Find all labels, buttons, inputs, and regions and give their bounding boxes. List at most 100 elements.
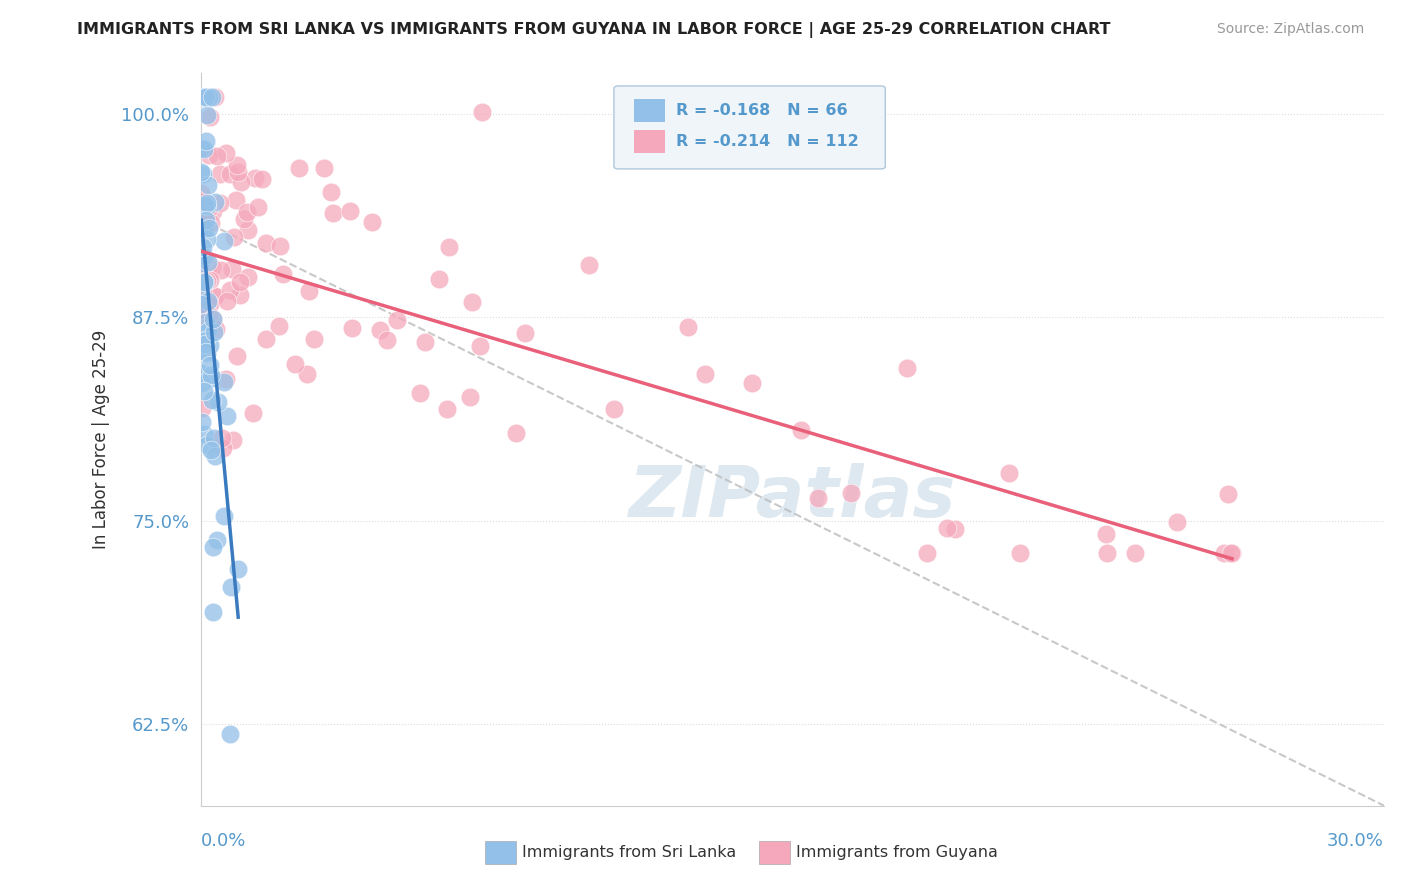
- Point: [269, 318, 291, 333]
- Point: [191, 285, 214, 299]
- Text: IMMIGRANTS FROM SRI LANKA VS IMMIGRANTS FROM GUYANA IN LABOR FORCE | AGE 25-29 C: IMMIGRANTS FROM SRI LANKA VS IMMIGRANTS …: [77, 22, 1111, 38]
- Point: [201, 260, 224, 274]
- Point: [1220, 546, 1243, 560]
- Point: [198, 148, 221, 162]
- Point: [295, 368, 318, 382]
- Point: [190, 297, 212, 311]
- Point: [997, 467, 1019, 481]
- Point: [190, 141, 212, 155]
- Point: [790, 424, 813, 438]
- Point: [197, 293, 219, 308]
- Point: [198, 273, 221, 287]
- Text: Immigrants from Guyana: Immigrants from Guyana: [796, 845, 998, 860]
- Point: [191, 90, 214, 104]
- Point: [212, 441, 235, 455]
- Point: [375, 333, 398, 347]
- Point: [191, 401, 214, 415]
- Point: [198, 308, 221, 322]
- Point: [229, 288, 252, 302]
- Point: [197, 260, 219, 274]
- Point: [193, 249, 215, 263]
- Point: [236, 204, 259, 219]
- Point: [225, 349, 247, 363]
- Text: Immigrants from Sri Lanka: Immigrants from Sri Lanka: [522, 845, 735, 860]
- Point: [226, 562, 249, 576]
- Point: [1212, 546, 1234, 560]
- Point: [427, 271, 450, 285]
- Point: [513, 326, 536, 341]
- Point: [195, 315, 218, 329]
- Text: R = -0.214   N = 112: R = -0.214 N = 112: [676, 134, 859, 149]
- Point: [915, 546, 938, 560]
- Point: [319, 185, 342, 199]
- Point: [195, 275, 218, 289]
- Point: [195, 199, 218, 213]
- Point: [194, 198, 217, 212]
- Point: [195, 345, 218, 359]
- Point: [197, 255, 219, 269]
- Point: [1123, 546, 1146, 560]
- Point: [201, 90, 224, 104]
- Point: [254, 236, 277, 251]
- Point: [197, 178, 219, 192]
- Point: [578, 258, 600, 272]
- Point: [207, 395, 229, 409]
- Point: [194, 251, 217, 265]
- Point: [195, 333, 218, 347]
- Point: [194, 90, 217, 104]
- Point: [312, 161, 335, 175]
- Point: [201, 312, 224, 326]
- Point: [212, 508, 235, 523]
- Point: [195, 108, 218, 122]
- Point: [250, 171, 273, 186]
- Point: [201, 392, 224, 407]
- Point: [678, 319, 700, 334]
- Point: [202, 289, 225, 303]
- Point: [224, 230, 246, 244]
- Point: [1166, 516, 1188, 530]
- Point: [229, 175, 252, 189]
- Point: [217, 293, 239, 308]
- Point: [807, 491, 830, 505]
- Point: [194, 275, 217, 289]
- Point: [471, 105, 494, 120]
- Point: [190, 256, 212, 270]
- Point: [193, 275, 215, 289]
- Text: 0.0%: 0.0%: [201, 832, 246, 850]
- Point: [200, 359, 222, 373]
- Text: ZIPatlas: ZIPatlas: [628, 464, 956, 533]
- Point: [269, 239, 291, 253]
- Point: [204, 194, 226, 209]
- Point: [221, 262, 243, 277]
- Point: [603, 401, 626, 416]
- Point: [190, 164, 212, 178]
- Point: [215, 145, 238, 160]
- Point: [198, 221, 221, 235]
- Point: [195, 232, 218, 246]
- Point: [190, 415, 212, 429]
- Point: [202, 431, 225, 445]
- Point: [201, 203, 224, 218]
- Point: [202, 605, 225, 619]
- Point: [191, 304, 214, 318]
- Point: [198, 90, 221, 104]
- Point: [839, 485, 862, 500]
- Point: [204, 90, 226, 104]
- Point: [226, 158, 249, 172]
- Point: [247, 200, 270, 214]
- Point: [202, 540, 225, 554]
- Point: [236, 269, 259, 284]
- Point: [190, 186, 212, 200]
- Point: [505, 426, 527, 441]
- Point: [271, 267, 294, 281]
- Point: [361, 215, 384, 229]
- Point: [191, 376, 214, 390]
- Point: [1216, 487, 1239, 501]
- Point: [896, 360, 918, 375]
- Point: [194, 215, 217, 229]
- Point: [200, 443, 222, 458]
- Point: [191, 167, 214, 181]
- Point: [693, 368, 716, 382]
- Point: [214, 372, 236, 386]
- Point: [191, 264, 214, 278]
